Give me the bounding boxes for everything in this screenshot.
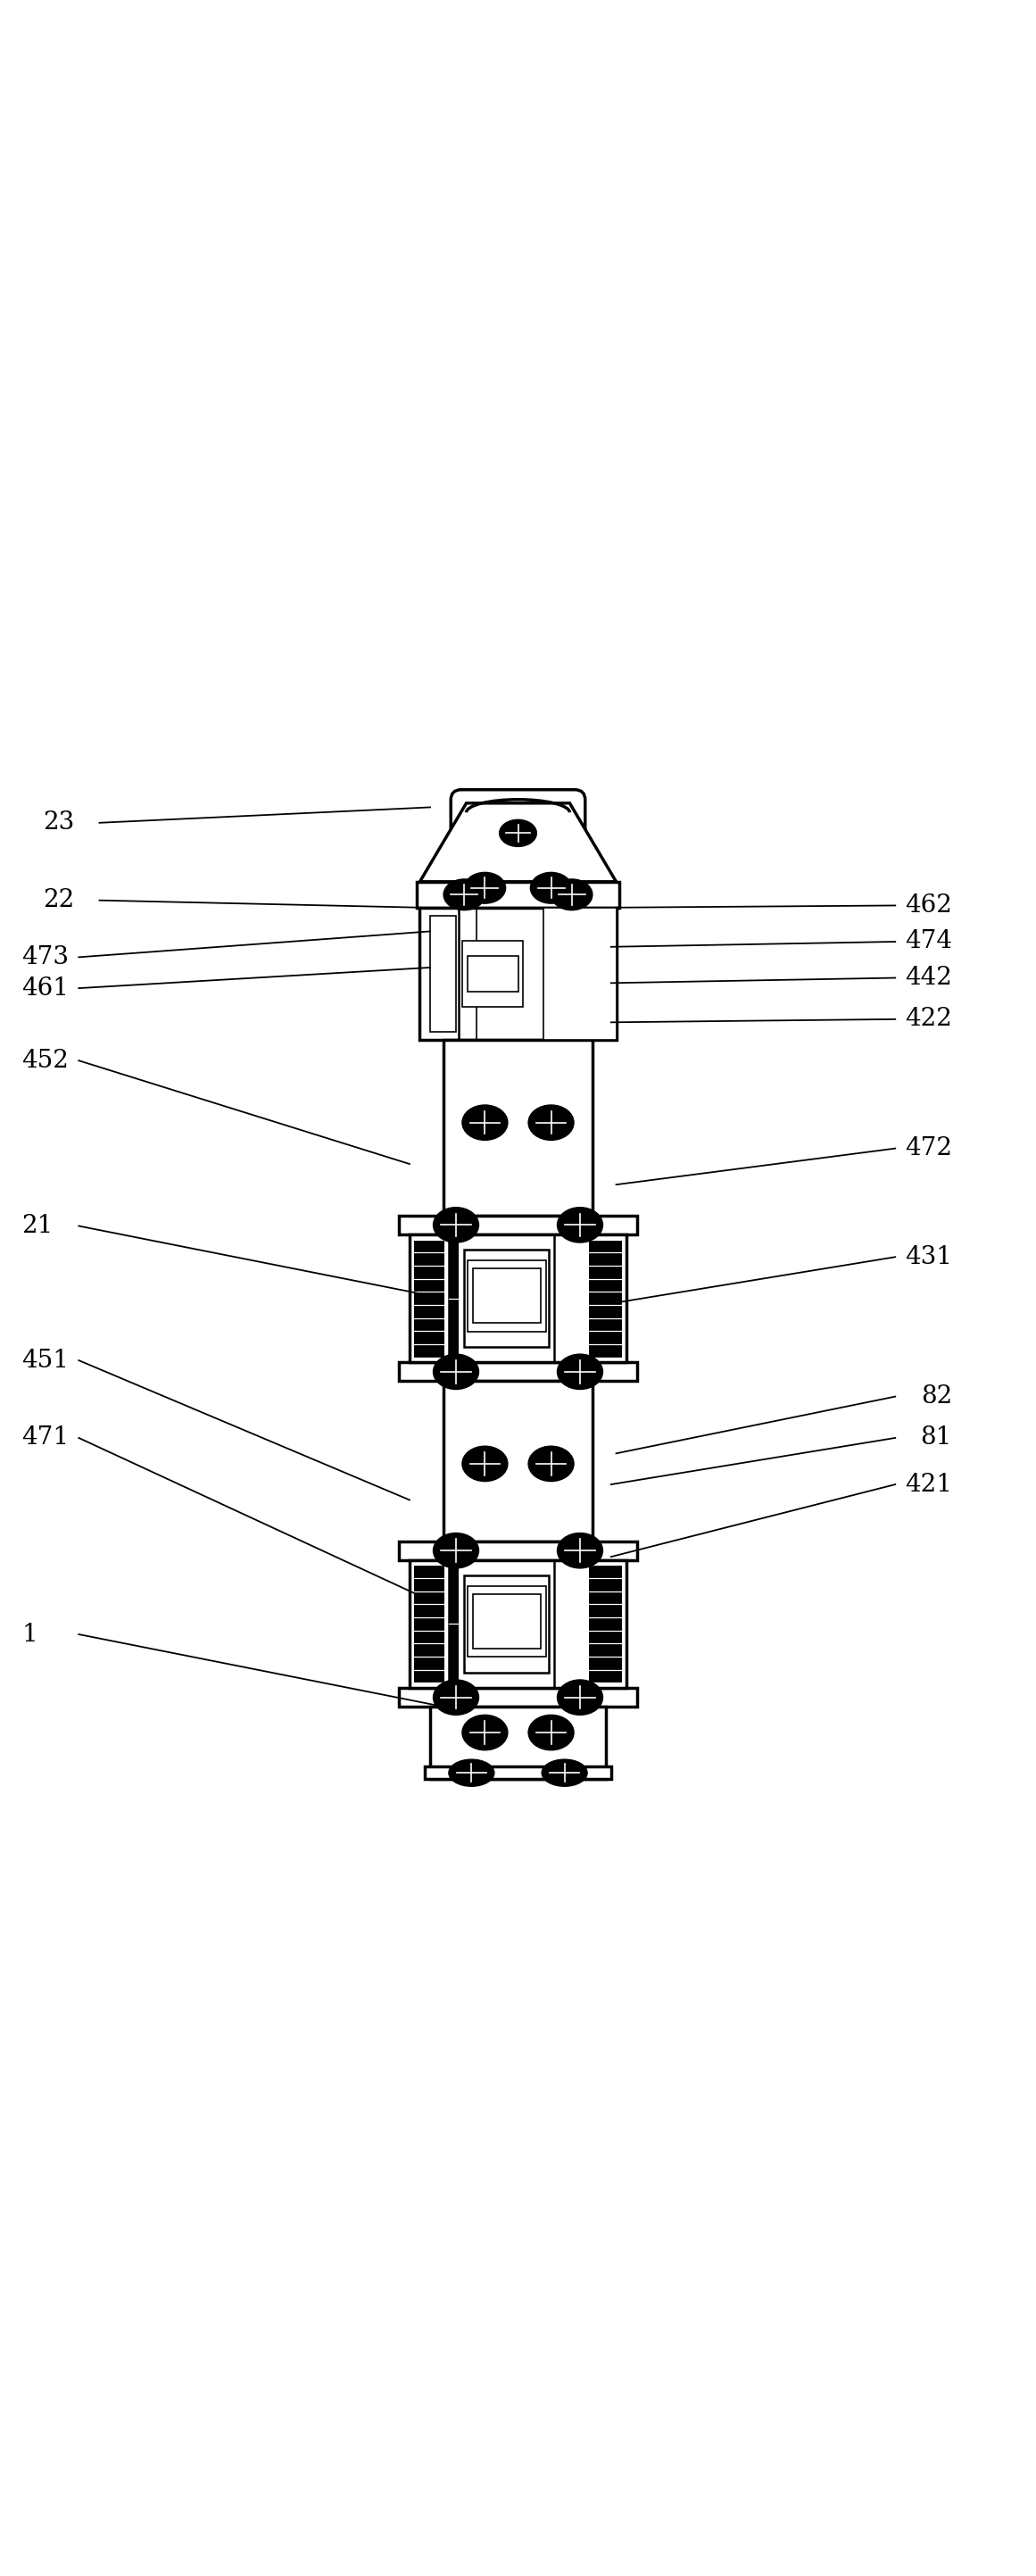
Bar	[443, 1381, 593, 1540]
Ellipse shape	[530, 873, 572, 904]
Text: 23: 23	[42, 811, 74, 835]
Ellipse shape	[464, 873, 506, 904]
Ellipse shape	[499, 819, 537, 848]
Ellipse shape	[528, 1105, 574, 1141]
Ellipse shape	[528, 1445, 574, 1481]
Text: 22: 22	[42, 889, 74, 912]
Text: 82: 82	[921, 1383, 952, 1409]
Text: 452: 452	[22, 1048, 69, 1072]
Text: 471: 471	[22, 1427, 69, 1450]
Polygon shape	[420, 835, 616, 881]
Text: 1: 1	[22, 1623, 37, 1646]
Bar	[430, 1708, 606, 1780]
Bar	[467, 1260, 546, 1332]
Bar	[462, 940, 523, 1007]
Text: 81: 81	[921, 1427, 952, 1450]
Ellipse shape	[433, 1208, 479, 1242]
Ellipse shape	[462, 1445, 508, 1481]
Ellipse shape	[433, 1680, 479, 1716]
Ellipse shape	[557, 1680, 603, 1716]
Bar	[449, 1239, 459, 1358]
Bar	[413, 1239, 444, 1358]
Bar	[589, 1239, 623, 1358]
Ellipse shape	[551, 878, 593, 909]
Bar	[464, 1249, 549, 1347]
Bar	[430, 917, 456, 1030]
Bar	[399, 1687, 637, 1708]
Bar	[399, 1363, 637, 1381]
Ellipse shape	[557, 1208, 603, 1242]
Bar	[409, 1234, 627, 1363]
Bar	[425, 1767, 611, 1780]
Bar	[472, 1595, 541, 1649]
Bar	[467, 1587, 546, 1656]
Ellipse shape	[433, 1533, 479, 1569]
Ellipse shape	[462, 1105, 508, 1141]
Ellipse shape	[443, 878, 485, 909]
Bar	[472, 1267, 541, 1324]
Text: 442: 442	[904, 966, 952, 989]
Text: 462: 462	[904, 894, 952, 917]
Bar	[399, 1540, 637, 1561]
Polygon shape	[420, 804, 616, 881]
Text: 431: 431	[904, 1244, 952, 1270]
FancyBboxPatch shape	[451, 791, 585, 848]
Bar	[467, 956, 518, 992]
Bar	[399, 1216, 637, 1234]
Ellipse shape	[433, 1355, 479, 1388]
Bar	[464, 1577, 549, 1672]
Bar	[420, 907, 616, 1041]
Text: 473: 473	[22, 945, 69, 969]
Bar	[589, 1566, 623, 1682]
Bar	[416, 881, 620, 907]
Ellipse shape	[557, 1533, 603, 1569]
Ellipse shape	[542, 1759, 587, 1785]
Text: 461: 461	[22, 976, 69, 999]
Ellipse shape	[557, 1355, 603, 1388]
Text: 421: 421	[904, 1473, 952, 1497]
Text: 21: 21	[22, 1213, 54, 1239]
Bar	[443, 1041, 593, 1216]
Text: 472: 472	[904, 1136, 952, 1159]
Text: 422: 422	[904, 1007, 952, 1030]
Bar	[409, 1561, 627, 1687]
Text: 474: 474	[904, 930, 952, 953]
Bar	[413, 1566, 444, 1682]
Bar	[449, 1566, 459, 1682]
Ellipse shape	[462, 1716, 508, 1749]
Ellipse shape	[528, 1716, 574, 1749]
Bar	[544, 907, 616, 1041]
Text: 451: 451	[22, 1347, 69, 1373]
Ellipse shape	[449, 1759, 494, 1785]
